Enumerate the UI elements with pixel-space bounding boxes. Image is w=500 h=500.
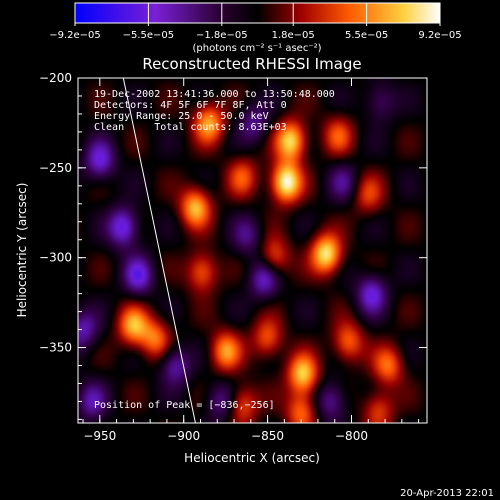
x-tick-label: −900 [167, 429, 200, 443]
annotation-block: 19-Dec-2002 13:41:36.000 to 13:50:48.000… [94, 89, 335, 133]
y-tick-label: −350 [39, 341, 72, 355]
x-axis-label: Heliocentric X (arcsec) [184, 451, 320, 465]
colorbar-tick-label: −1.8e−05 [196, 30, 248, 41]
annotation-line: Energy Range: 25.0 - 50.0 keV [94, 111, 269, 122]
heatmap-image [78, 78, 427, 423]
y-tick-label: −250 [39, 161, 72, 175]
colorbar-ticks: −9.2e−05 −5.5e−05 −1.8e−05 1.8e−05 5.5e−05 9.… [49, 3, 462, 41]
colorbar-tick-label: 1.8e−05 [272, 30, 315, 41]
x-tick-label: −950 [83, 429, 116, 443]
limb-line [122, 78, 196, 423]
annotation-line: Detectors: 4F 5F 6F 7F 8F, Att 0 [94, 100, 287, 111]
colorbar-tick-label: −5.5e−05 [123, 30, 175, 41]
colorbar-units: (photons cm⁻² s⁻¹ asec⁻²) [192, 43, 321, 54]
colorbar [74, 2, 441, 24]
y-tick-label: −200 [39, 71, 72, 85]
colorbar-tick-label: −9.2e−05 [49, 30, 101, 41]
chart-title: Reconstructed RHESSI Image [142, 55, 361, 73]
y-axis-label: Heliocentric Y (arcsec) [15, 183, 29, 318]
axis-ticks: −950 −900 −850 −800 −200 −250 −300 −350 [39, 71, 427, 443]
colorbar-tick-label: 5.5e−05 [345, 30, 388, 41]
colorbar-tick-label: 9.2e−05 [418, 30, 461, 41]
footer-timestamp: 20-Apr-2013 22:01 [400, 488, 494, 499]
plot-frame [77, 77, 428, 424]
x-tick-label: −850 [251, 429, 284, 443]
annotation-line: Clean Total counts: 8.63E+03 [94, 122, 287, 133]
x-tick-label: −800 [335, 429, 368, 443]
annotation-line: 19-Dec-2002 13:41:36.000 to 13:50:48.000 [94, 89, 335, 100]
y-tick-label: −300 [39, 251, 72, 265]
peak-position-label: Position of Peak = [−836,−256] [94, 400, 275, 411]
